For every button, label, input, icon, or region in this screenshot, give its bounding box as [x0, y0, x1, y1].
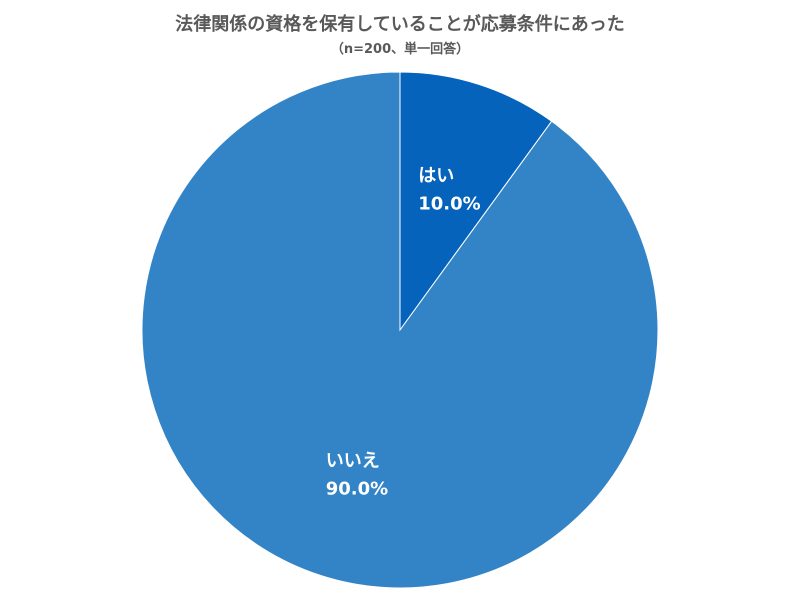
pie-slice-0 [399, 71, 553, 332]
chart-title: 法律関係の資格を保有していることが応募条件にあった [175, 14, 625, 35]
slice-category-label: いいえ [326, 450, 380, 471]
slice-value-label: 90.0% [326, 478, 388, 499]
slice-value-label: 10.0% [418, 194, 480, 215]
slice-category-label: はい [418, 166, 454, 187]
pie-slice-1 [141, 71, 659, 589]
chart-subtitle: （n=200、単一回答） [330, 42, 470, 57]
